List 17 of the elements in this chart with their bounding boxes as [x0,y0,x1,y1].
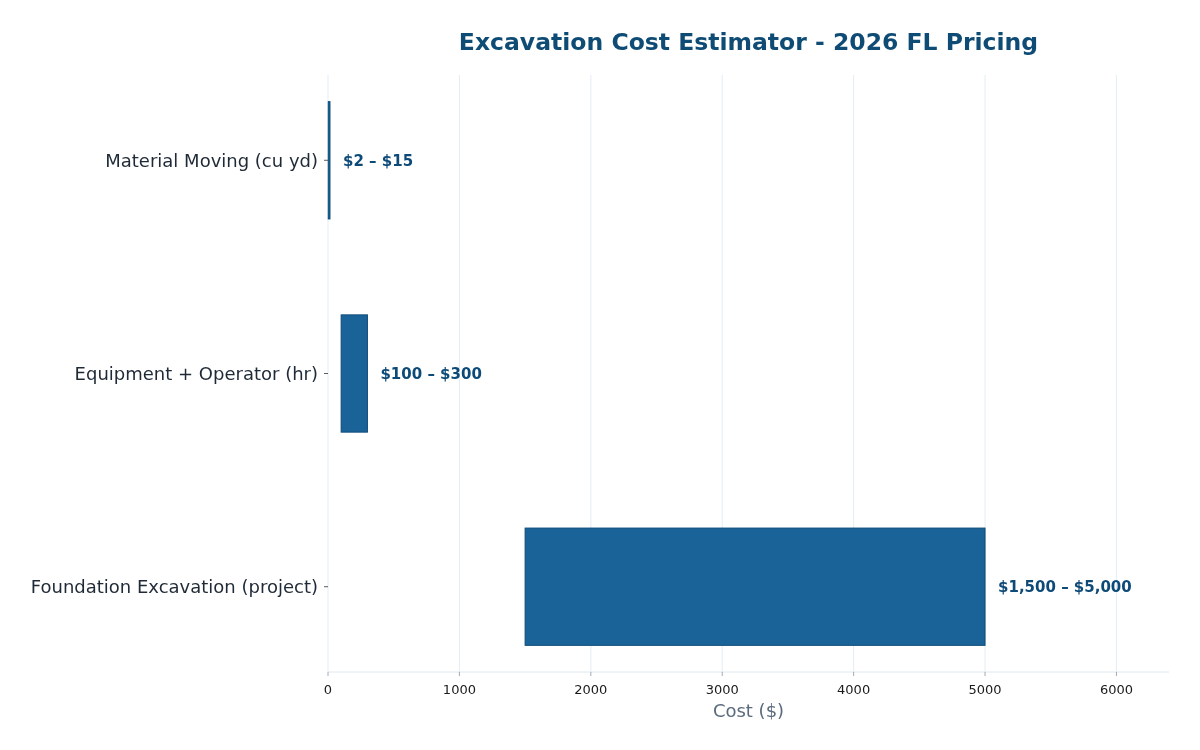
annotation: $100 – $300 [380,364,482,383]
x-tick-label: 2000 [574,682,608,697]
y-tick-label: Foundation Excavation (project) [30,576,318,598]
bar [340,314,368,433]
annotation: $1,500 – $5,000 [998,577,1132,596]
x-tick-label: 0 [323,682,333,697]
y-tick-label: Equipment + Operator (hr) [74,362,318,384]
x-tick-label: 3000 [705,682,739,697]
x-tick-label: 1000 [442,682,476,697]
x-tick-label: 5000 [968,682,1002,697]
x-tick-label: 6000 [1099,682,1133,697]
x-axis-title: Cost ($) [712,700,785,721]
bar [524,527,986,646]
chart-title: Excavation Cost Estimator - 2026 FL Pricing [458,28,1039,56]
x-tick-label: 4000 [837,682,871,697]
annotation: $2 – $15 [342,151,414,170]
y-tick-label: Material Moving (cu yd) [105,149,318,171]
